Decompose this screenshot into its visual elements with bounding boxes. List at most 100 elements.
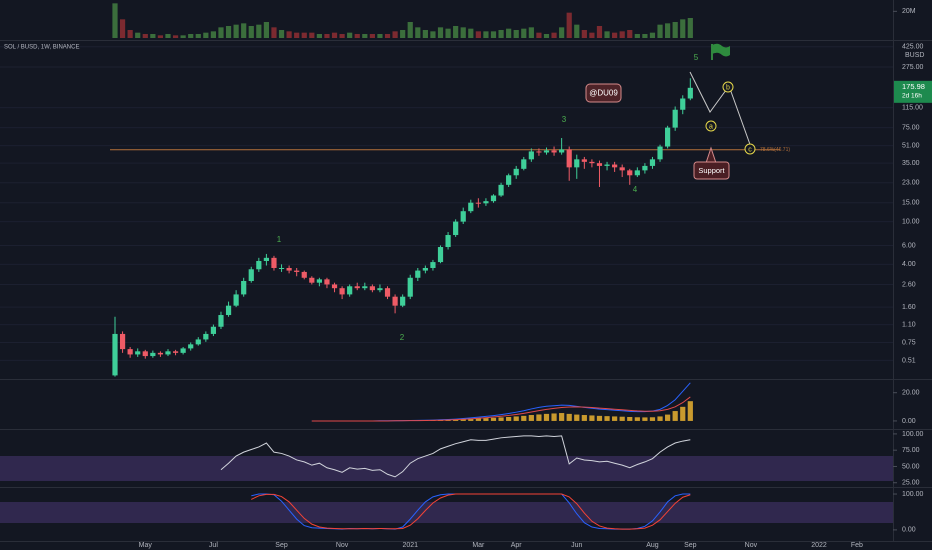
wave-circle [722, 81, 734, 93]
candle-body [210, 326, 217, 334]
price-badge [894, 80, 932, 103]
line [251, 493, 691, 530]
candle-body [627, 170, 633, 176]
line [311, 396, 691, 422]
bar [581, 415, 587, 421]
bar [278, 30, 285, 38]
y-tick-label: 35.00 [902, 160, 920, 167]
y-tick-label: 50.00 [902, 463, 920, 470]
bar [233, 24, 239, 38]
x-tick-label: 2021 [402, 542, 418, 549]
bar [263, 22, 269, 38]
bar [142, 34, 148, 38]
y-tick-label: 100.00 [902, 431, 924, 438]
bar [543, 413, 550, 421]
bar [642, 417, 648, 421]
bar [687, 18, 693, 38]
candle-body [188, 344, 194, 349]
x-tick-label: Apr [511, 542, 523, 549]
bar [483, 31, 489, 38]
x-tick-label: Sep [684, 542, 697, 549]
bar [536, 414, 542, 421]
y-tick-label: 4.00 [902, 261, 916, 268]
bar [551, 32, 557, 38]
candle-body [445, 235, 451, 248]
bar [437, 27, 444, 38]
symbol-title: SOL / BUSD, 1W, BINANCE [4, 45, 79, 51]
bar [506, 416, 512, 421]
watermark: @DU09 [589, 89, 618, 98]
bar [422, 30, 428, 38]
candle-body [324, 279, 330, 285]
candle-body [362, 286, 368, 289]
bar [309, 32, 315, 38]
candle-body [415, 270, 421, 278]
y-tick-label: 75.00 [902, 447, 920, 454]
wave-label: 4 [633, 185, 638, 194]
wave-label: b [726, 84, 730, 91]
bar [634, 417, 640, 421]
bar [460, 418, 466, 421]
bar [453, 26, 459, 38]
bar [536, 32, 542, 38]
candle-body [278, 267, 285, 269]
fib-label: 78.6%(46.71) [760, 147, 790, 153]
bar [521, 415, 527, 421]
x-tick-label: Mar [472, 542, 485, 549]
countdown: 2d 16h [902, 93, 922, 100]
bar [490, 31, 497, 38]
candle-body [157, 352, 164, 355]
bar [195, 34, 201, 38]
bar [612, 416, 618, 421]
x-tick-label: Nov [336, 542, 349, 549]
candle-body [642, 165, 648, 171]
wave-label: 5 [694, 53, 699, 62]
support-box [693, 161, 730, 180]
y-tick-label: 20.00 [902, 390, 920, 397]
bar [157, 35, 164, 38]
bar [316, 34, 322, 38]
candle-body [172, 351, 179, 353]
bar [672, 411, 678, 421]
candle-body [521, 159, 527, 169]
bar [559, 27, 565, 38]
candle-body [286, 267, 292, 271]
candle-body [225, 305, 232, 316]
bar [324, 34, 330, 38]
y-tick-label: 10.00 [902, 218, 920, 225]
bar [513, 416, 519, 421]
bar [490, 417, 497, 421]
bar [543, 34, 550, 38]
candle-body [142, 351, 148, 357]
candle-body [665, 127, 671, 147]
bar [513, 30, 519, 38]
wave-label: 3 [562, 115, 567, 124]
candle-body [127, 349, 133, 355]
y-tick-label: 20M [902, 8, 916, 15]
bar [150, 34, 156, 38]
y-tick-label: 15.00 [902, 200, 920, 207]
candle-body [256, 260, 262, 270]
bar [362, 34, 368, 38]
bar [649, 417, 656, 421]
y-tick-label: 100.00 [902, 491, 924, 498]
candle-body [347, 286, 353, 295]
bar [218, 27, 224, 38]
bar [672, 22, 678, 38]
flag-icon [711, 43, 730, 60]
bar [468, 28, 474, 38]
bar [528, 415, 534, 421]
bar [521, 28, 527, 38]
bar [604, 416, 610, 421]
candle-body [468, 202, 474, 212]
y-tick-label: 1.60 [902, 304, 916, 311]
y-tick-label: 6.00 [902, 242, 916, 249]
candle-body [203, 333, 209, 340]
bar [566, 413, 572, 421]
y-tick-label: 0.00 [902, 418, 916, 425]
watermark-box [585, 83, 622, 103]
bar [415, 27, 421, 38]
bar [384, 34, 391, 38]
bar [687, 401, 693, 421]
